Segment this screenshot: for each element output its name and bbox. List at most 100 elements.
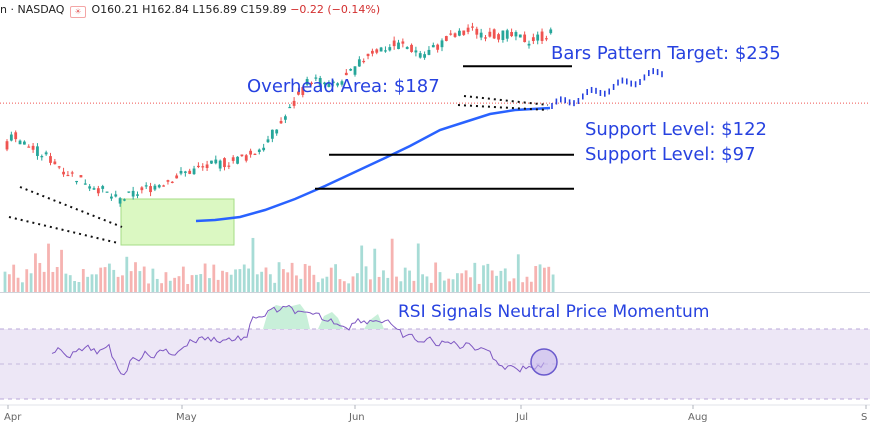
candle-body (57, 166, 61, 168)
volume-bar (268, 274, 272, 292)
volume-bar (508, 281, 511, 292)
candle-body (449, 33, 453, 35)
low-value: L156.89 (192, 3, 238, 16)
volume-bar (212, 264, 216, 292)
overhead-annotation: Overhead Area: $187 (247, 76, 440, 97)
target-annotation: Bars Pattern Target: $235 (551, 43, 781, 64)
volume-bar (425, 276, 429, 292)
volume-bar (503, 268, 507, 292)
volume-bar (242, 264, 246, 292)
quote-header: n · NASDAQ ☀ O160.21 H162.84 L156.89 C15… (0, 3, 380, 18)
candle-body (336, 83, 339, 86)
volume-bar (160, 283, 163, 292)
volume-bar (264, 267, 268, 292)
volume-bar (99, 267, 103, 292)
candle-body (344, 72, 348, 76)
candle-body (179, 170, 183, 174)
candle-body (105, 191, 109, 193)
candle-body (505, 30, 509, 39)
volume-bar (255, 274, 259, 292)
candle-body (427, 49, 431, 55)
volume-bar (29, 273, 33, 292)
candle-body (279, 121, 283, 124)
candle-body (123, 199, 126, 201)
volume-bar (316, 282, 320, 292)
candle-body (170, 181, 174, 183)
month-label-aug: Aug (688, 412, 708, 423)
sun-icon: ☀ (69, 6, 86, 18)
candle-body (5, 141, 9, 150)
volume-bar (260, 271, 264, 292)
volume-bar (486, 263, 490, 292)
candle-body (340, 81, 344, 85)
volume-bar (151, 268, 155, 292)
candle-body (471, 26, 474, 28)
candle-body (88, 186, 92, 189)
volume-bar (321, 278, 324, 292)
volume-bar (495, 275, 498, 292)
candle-body (275, 129, 279, 134)
volume-bar (81, 269, 85, 292)
volume-bar (338, 279, 342, 292)
rsi-overbought-fill (318, 312, 343, 329)
volume-bar (103, 267, 107, 292)
candle-body (188, 170, 192, 174)
volume-bar (512, 278, 516, 292)
candle-body (297, 91, 300, 95)
candle-body (301, 87, 305, 95)
candle-body (501, 30, 505, 40)
volume-bar (477, 283, 481, 292)
candle-body (270, 129, 274, 139)
volume-bar (238, 269, 242, 292)
candle-body (53, 161, 57, 165)
candle-body (144, 185, 148, 187)
open-value: O160.21 (91, 3, 139, 16)
volume-bar (3, 271, 7, 292)
candle-body (192, 168, 196, 175)
candle-body (536, 34, 540, 41)
volume-bar (208, 278, 211, 292)
volume-bar (360, 245, 364, 292)
candle-body (153, 185, 157, 190)
candle-body (140, 187, 144, 191)
volume-bar (273, 282, 277, 292)
candle-body (149, 186, 152, 193)
volume-bar (251, 237, 255, 292)
volume-bar (525, 276, 529, 292)
rsi-annotation: RSI Signals Neutral Price Momentum (398, 302, 710, 322)
candle-body (210, 160, 213, 164)
volume-bar (538, 264, 542, 292)
volume-bar (42, 271, 46, 292)
candle-body (223, 158, 226, 168)
flag-lower-line (8, 216, 119, 244)
candle-body (96, 188, 100, 194)
candle-body (205, 164, 209, 169)
candle-body (405, 47, 409, 49)
candle-body (523, 34, 527, 43)
candle-body (540, 31, 544, 41)
volume-bar (173, 277, 177, 292)
volume-bar (416, 243, 420, 292)
candle-body (110, 196, 113, 199)
volume-bar (369, 279, 372, 292)
volume-bar (329, 267, 333, 292)
candle-body (166, 180, 170, 182)
candle-body (371, 50, 374, 54)
volume-bar (16, 277, 20, 292)
candle-body (484, 37, 487, 39)
moving-average-line (195, 106, 551, 223)
volume-bar (60, 249, 63, 292)
candle-body (183, 171, 187, 173)
candle-body (362, 60, 366, 63)
candle-body (44, 152, 48, 155)
volume-bar (277, 262, 281, 292)
candle-body (388, 47, 392, 51)
candle-body (314, 77, 318, 79)
volume-bar (543, 267, 546, 292)
change-value: −0.22 (−0.14%) (290, 3, 381, 16)
month-label-jul: Jul (516, 412, 529, 423)
volume-bar (290, 262, 294, 292)
volume-bar (155, 278, 159, 292)
volume-bar (334, 264, 337, 292)
